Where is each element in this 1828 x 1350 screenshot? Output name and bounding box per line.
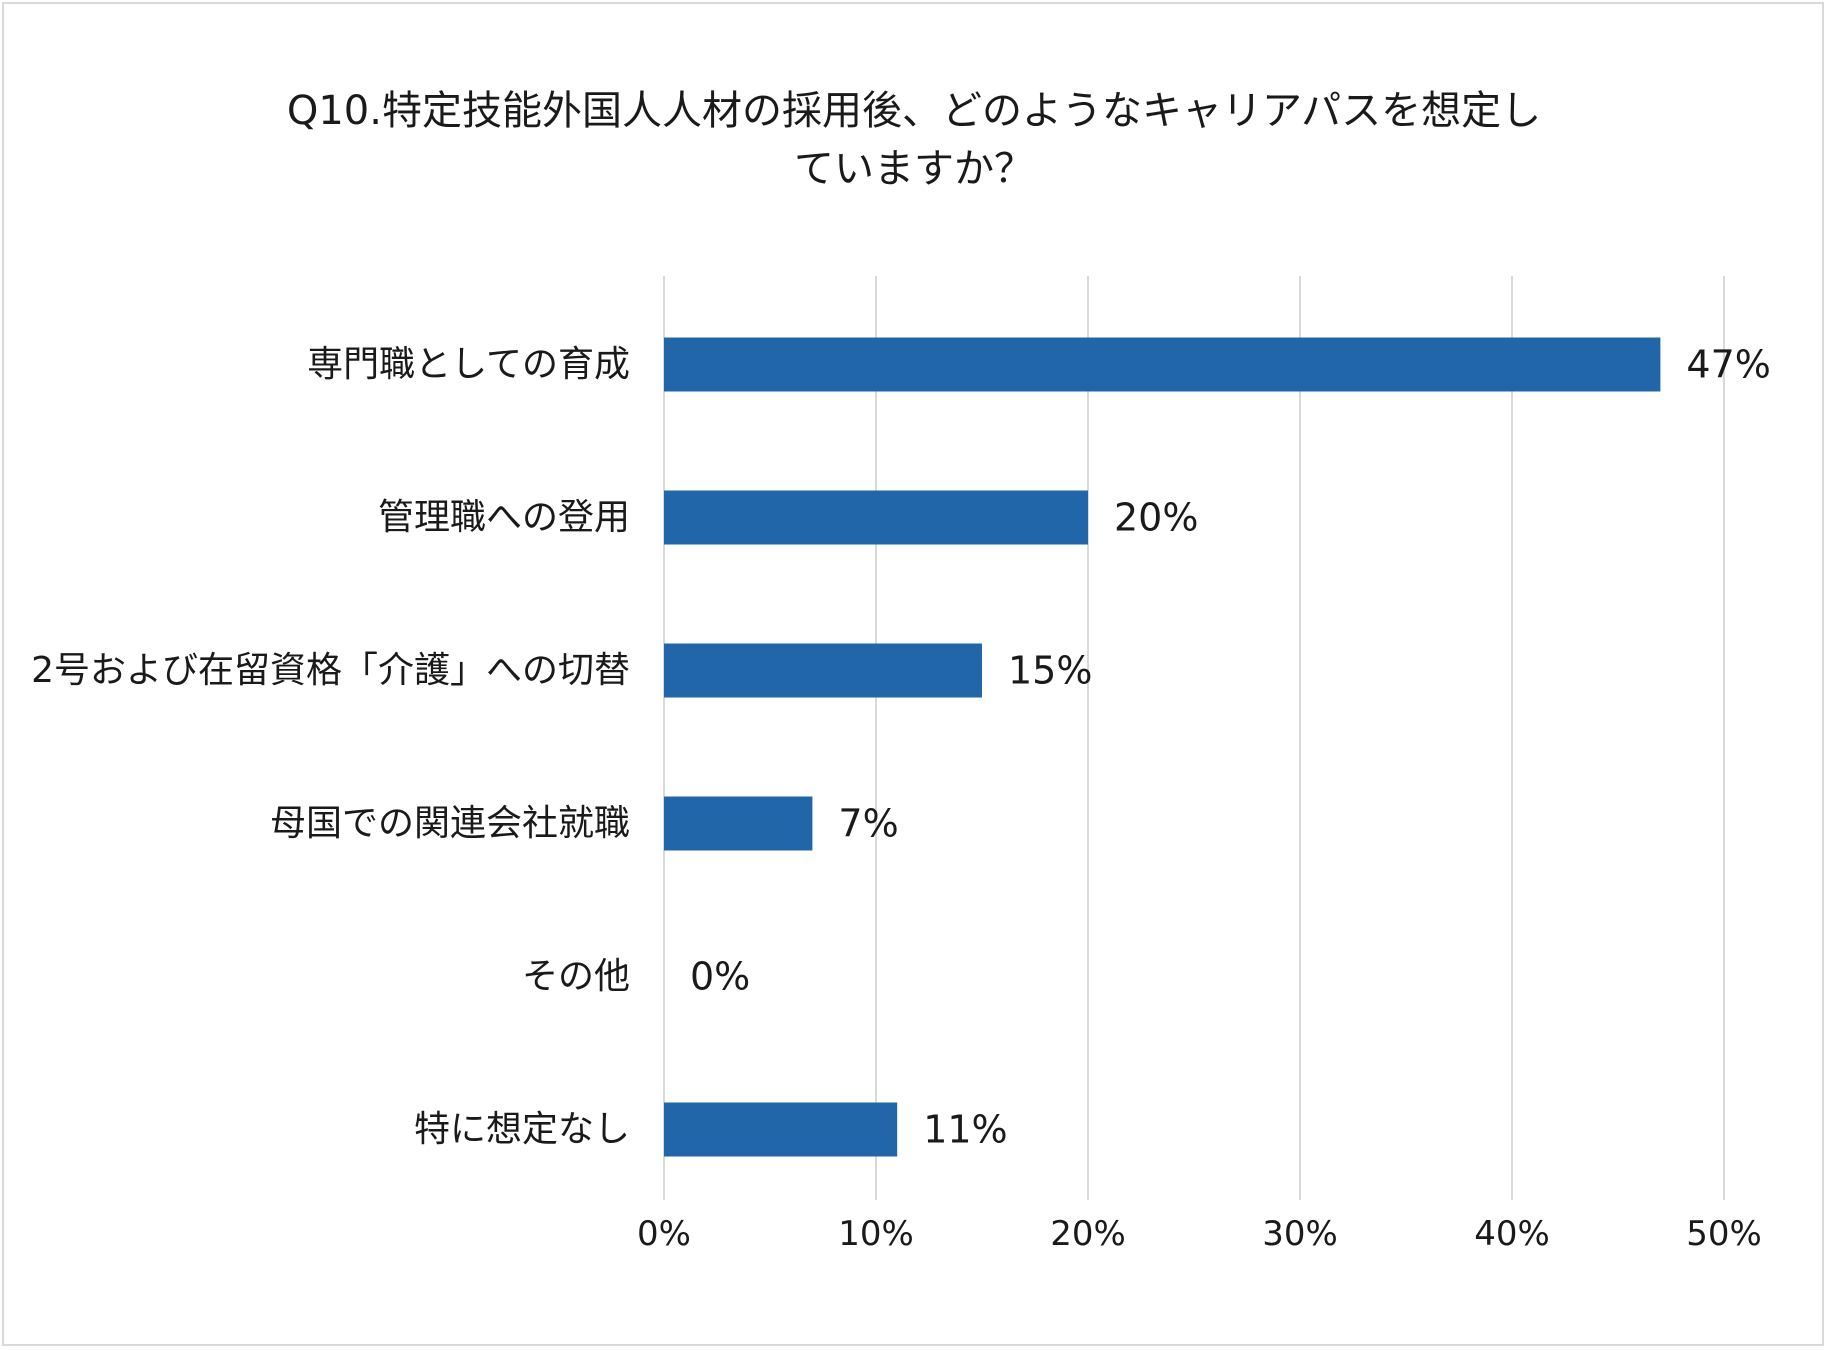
category-label: 専門職としての育成 — [307, 344, 630, 385]
category-label: 管理職への登用 — [378, 497, 630, 538]
x-tick-label: 30% — [1262, 1214, 1338, 1254]
chart-title-line-2: ていますか？ — [794, 146, 1034, 192]
value-label: 15% — [1008, 649, 1092, 693]
value-label: 20% — [1114, 496, 1198, 540]
category-label: その他 — [522, 956, 630, 997]
category-label: 母国での関連会社就職 — [270, 803, 630, 844]
x-tick-label: 10% — [838, 1214, 914, 1254]
bar — [664, 1102, 898, 1157]
x-tick-label: 50% — [1686, 1214, 1762, 1254]
x-tick-label: 20% — [1050, 1214, 1126, 1254]
x-tick-label: 40% — [1474, 1214, 1550, 1254]
chart-title-line-1: Q10.特定技能外国人人材の採用後、どのようなキャリアパスを想定し — [286, 88, 1542, 134]
bars — [664, 337, 1661, 1157]
value-label: 11% — [923, 1108, 1007, 1152]
x-tick-label: 0% — [637, 1214, 691, 1254]
category-label: 2号および在留資格「介護」への切替 — [31, 650, 630, 691]
chart-title: Q10.特定技能外国人人材の採用後、どのようなキャリアパスを想定し ていますか？ — [0, 82, 1828, 198]
bar — [664, 490, 1088, 545]
category-label: 特に想定なし — [414, 1109, 630, 1150]
labels: 0% 10% 20% 30% 40% 50% 専門職としての育成 47% 管理職への登用 20% 2… — [31, 343, 1771, 1255]
value-label: 0% — [690, 955, 750, 999]
value-label: 47% — [1686, 343, 1770, 387]
bar — [664, 796, 813, 851]
grid-lines — [663, 276, 1725, 1200]
bar — [664, 643, 982, 698]
bar — [664, 337, 1661, 392]
value-label: 7% — [838, 802, 898, 846]
